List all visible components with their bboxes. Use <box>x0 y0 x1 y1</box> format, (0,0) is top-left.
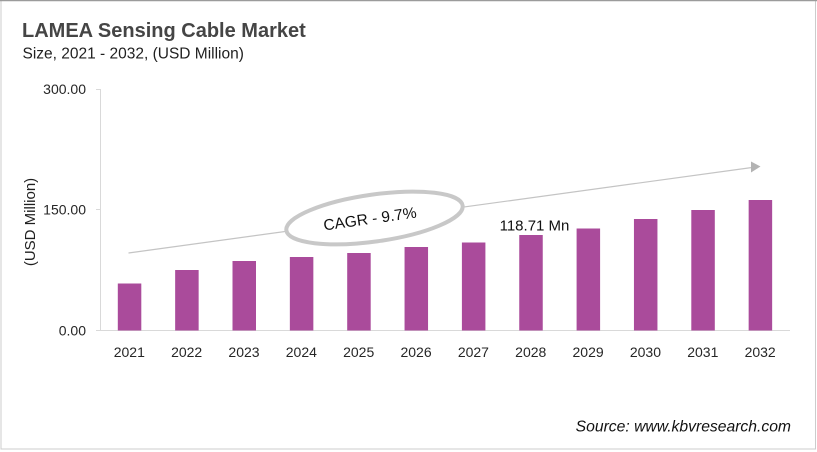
svg-text:LAMEA Sensing Cable Market: LAMEA Sensing Cable Market <box>22 20 306 42</box>
svg-text:118.71 Mn: 118.71 Mn <box>500 218 570 235</box>
svg-text:2029: 2029 <box>573 344 604 360</box>
svg-text:Source: www.kbvresearch.com: Source: www.kbvresearch.com <box>576 419 791 436</box>
svg-text:2024: 2024 <box>286 344 317 360</box>
svg-text:2026: 2026 <box>400 344 431 360</box>
svg-text:(USD Million): (USD Million) <box>22 178 39 266</box>
svg-text:2031: 2031 <box>687 344 718 360</box>
svg-text:150.00: 150.00 <box>43 202 86 218</box>
svg-text:2021: 2021 <box>114 344 145 360</box>
svg-text:0.00: 0.00 <box>59 323 86 339</box>
svg-text:2032: 2032 <box>745 344 776 360</box>
svg-text:2025: 2025 <box>343 344 374 360</box>
svg-text:2027: 2027 <box>458 344 489 360</box>
svg-text:300.00: 300.00 <box>43 81 86 97</box>
svg-text:2022: 2022 <box>171 344 202 360</box>
svg-text:2023: 2023 <box>228 344 259 360</box>
svg-text:2028: 2028 <box>515 344 546 360</box>
svg-text:Size, 2021 - 2032, (USD Millio: Size, 2021 - 2032, (USD Million) <box>23 46 244 63</box>
svg-text:2030: 2030 <box>630 344 661 360</box>
